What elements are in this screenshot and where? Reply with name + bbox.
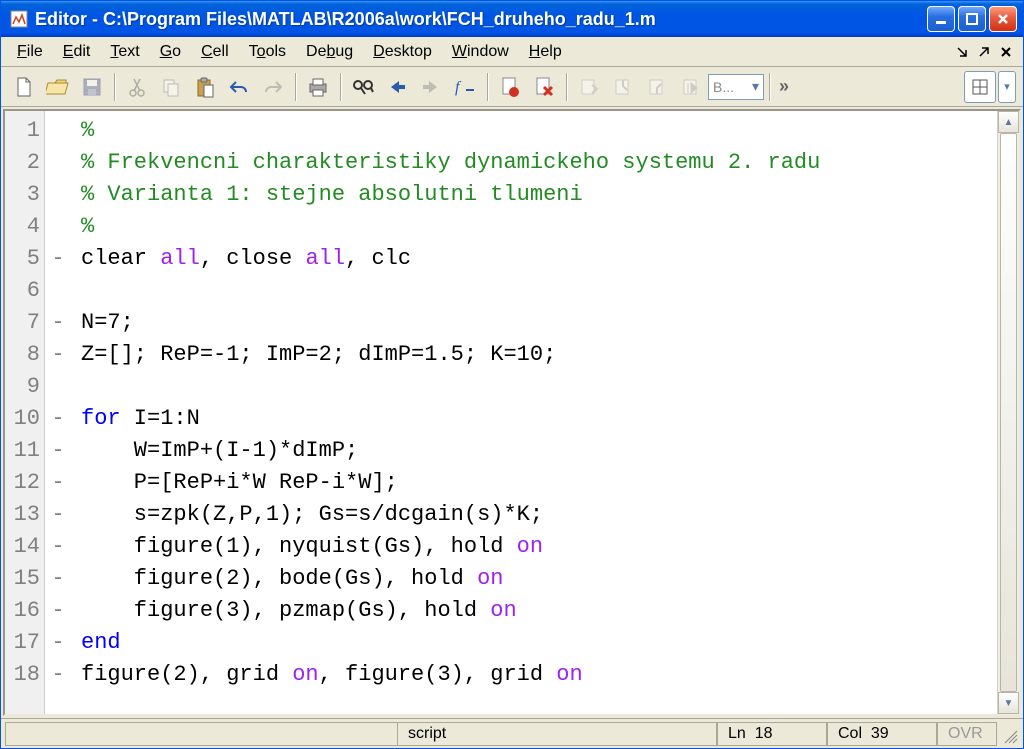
svg-text:f: f: [455, 79, 462, 96]
editor-area: 123456789101112131415161718 - -- -------…: [3, 109, 1021, 716]
undo-button[interactable]: [223, 71, 255, 103]
scroll-down-button[interactable]: ▼: [998, 692, 1019, 714]
toolbar: f B... ▾ » ▾: [1, 67, 1023, 107]
maximize-button[interactable]: [958, 6, 986, 32]
scroll-up-button[interactable]: ▲: [998, 111, 1019, 133]
menu-help[interactable]: Help: [519, 39, 572, 65]
menubar: File Edit Text Go Cell Tools Debug Deskt…: [1, 37, 1023, 67]
new-file-button[interactable]: [8, 71, 40, 103]
clear-breakpoint-button[interactable]: [528, 71, 560, 103]
menu-file[interactable]: File: [7, 39, 53, 65]
size-grip[interactable]: [997, 723, 1019, 745]
print-button[interactable]: [302, 71, 334, 103]
cut-button[interactable]: [121, 71, 153, 103]
menu-tools[interactable]: Tools: [239, 39, 296, 65]
menu-go[interactable]: Go: [150, 39, 191, 65]
toolbar-more-icon[interactable]: »: [775, 76, 793, 97]
menu-desktop[interactable]: Desktop: [363, 39, 442, 65]
step-in-button[interactable]: [607, 71, 639, 103]
titlebar[interactable]: Editor - C:\Program Files\MATLAB\R2006a\…: [1, 1, 1023, 37]
chevron-down-icon: ▾: [752, 78, 759, 95]
line-number-gutter[interactable]: 123456789101112131415161718: [5, 111, 45, 714]
vertical-scrollbar[interactable]: ▲ ▼: [997, 111, 1019, 714]
stack-combo[interactable]: B... ▾: [708, 74, 764, 100]
status-type: script: [397, 722, 717, 746]
minimize-button[interactable]: [927, 6, 955, 32]
save-button[interactable]: [76, 71, 108, 103]
menu-window[interactable]: Window: [442, 39, 519, 65]
status-line: Ln 18: [717, 722, 827, 746]
menu-edit[interactable]: Edit: [53, 39, 101, 65]
status-col: Col 39: [827, 722, 937, 746]
redo-button[interactable]: [257, 71, 289, 103]
app-icon: [9, 9, 29, 29]
continue-button[interactable]: [675, 71, 707, 103]
mdi-minimize-button[interactable]: [951, 42, 973, 62]
forward-button[interactable]: [415, 71, 447, 103]
copy-button[interactable]: [155, 71, 187, 103]
scrollbar-thumb[interactable]: [1000, 133, 1017, 692]
status-ovr: OVR: [937, 722, 997, 746]
find-button[interactable]: [347, 71, 379, 103]
code-editor[interactable]: %% Frekvencni charakteristiky dynamickeh…: [71, 111, 997, 714]
open-file-button[interactable]: [42, 71, 74, 103]
mdi-restore-button[interactable]: [973, 42, 995, 62]
mdi-close-button[interactable]: [995, 42, 1017, 62]
close-button[interactable]: [989, 6, 1017, 32]
dock-button[interactable]: [964, 71, 996, 103]
step-button[interactable]: [573, 71, 605, 103]
editor-window: Editor - C:\Program Files\MATLAB\R2006a\…: [0, 0, 1024, 749]
menu-text[interactable]: Text: [100, 39, 149, 65]
menu-debug[interactable]: Debug: [296, 39, 363, 65]
paste-button[interactable]: [189, 71, 221, 103]
back-button[interactable]: [381, 71, 413, 103]
execution-marker-column[interactable]: - -- ---------: [45, 111, 71, 714]
function-button[interactable]: f: [449, 71, 481, 103]
step-out-button[interactable]: [641, 71, 673, 103]
dock-dropdown-button[interactable]: ▾: [998, 71, 1016, 103]
status-message: [5, 722, 397, 746]
statusbar: script Ln 18 Col 39 OVR: [1, 718, 1023, 748]
stack-label: B...: [713, 79, 734, 95]
set-breakpoint-button[interactable]: [494, 71, 526, 103]
window-title: Editor - C:\Program Files\MATLAB\R2006a\…: [35, 9, 927, 30]
menu-cell[interactable]: Cell: [191, 39, 239, 65]
